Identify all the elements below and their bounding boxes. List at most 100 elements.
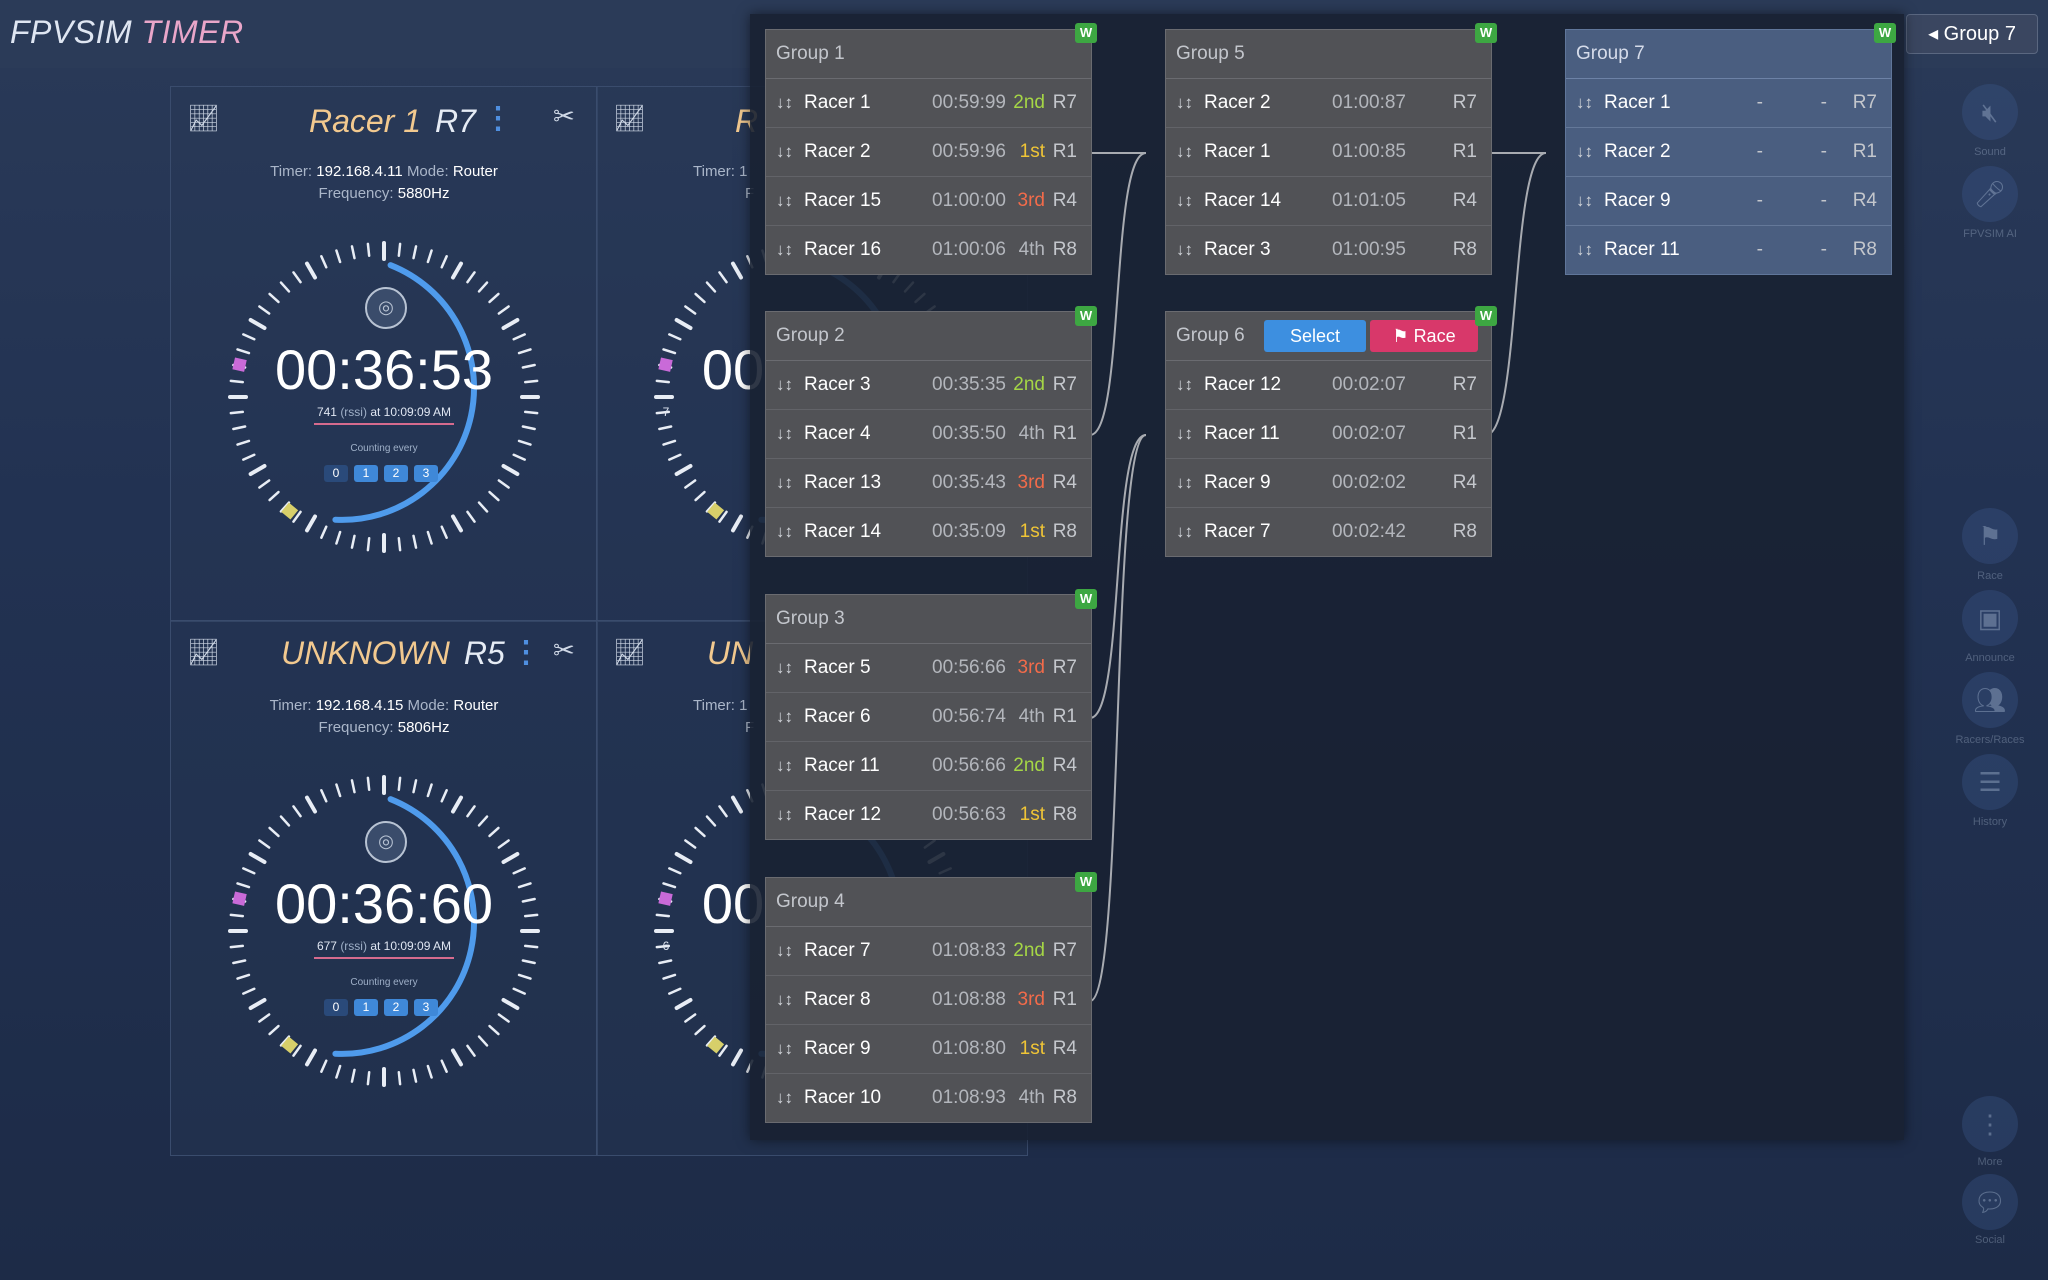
sort-icon[interactable]: ↓↕ bbox=[776, 522, 793, 541]
sort-icon[interactable]: ↓↕ bbox=[776, 191, 793, 210]
group-6[interactable]: Group 6 Select ⚑ Race ↓↕ Racer 12 00:02:07… bbox=[1165, 311, 1492, 557]
speaker-icon[interactable]: ▣ bbox=[1962, 590, 2018, 646]
table-row[interactable]: ↓↕ Racer 13 00:35:43 3rd R4 bbox=[766, 459, 1091, 508]
table-row[interactable]: ↓↕ Racer 8 01:08:88 3rd R1 bbox=[766, 976, 1091, 1025]
chip-0[interactable]: 0 bbox=[324, 999, 348, 1016]
table-row[interactable]: ↓↕ Racer 14 01:01:05 R4 bbox=[1166, 177, 1491, 226]
tools-icon[interactable]: ✂ bbox=[553, 635, 575, 665]
record-icon[interactable]: ◎ bbox=[365, 287, 407, 329]
table-row[interactable]: ↓↕ Racer 2 01:00:87 R7 bbox=[1166, 79, 1491, 128]
group-5[interactable]: Group 5 ↓↕ Racer 2 01:00:87 R7 ↓↕ Racer 1 01:… bbox=[1165, 29, 1492, 275]
sort-icon[interactable]: ↓↕ bbox=[776, 240, 793, 259]
group-header[interactable]: Group 5 bbox=[1166, 30, 1491, 79]
microphone-icon[interactable]: 🎤︎ bbox=[1962, 166, 2018, 222]
group-header[interactable]: Group 6 Select ⚑ Race bbox=[1166, 312, 1491, 361]
group-header[interactable]: Group 4 bbox=[766, 878, 1091, 927]
sort-icon[interactable]: ↓↕ bbox=[776, 142, 793, 161]
chip-2[interactable]: 2 bbox=[384, 999, 408, 1016]
flag-icon[interactable]: ⚑ bbox=[1962, 508, 2018, 564]
table-row[interactable]: ↓↕ Racer 9 00:02:02 R4 bbox=[1166, 459, 1491, 508]
sort-icon[interactable]: ↓↕ bbox=[1176, 240, 1193, 259]
group-4[interactable]: Group 4 ↓↕ Racer 7 01:08:83 2nd R7 ↓↕ Racer 8… bbox=[765, 877, 1092, 1123]
sort-icon[interactable]: ↓↕ bbox=[776, 941, 793, 960]
group-header[interactable]: Group 3 bbox=[766, 595, 1091, 644]
sort-icon[interactable]: ↓↕ bbox=[1176, 142, 1193, 161]
more-options-icon[interactable]: ⋮ bbox=[511, 636, 541, 669]
table-row[interactable]: ↓↕ Racer 10 01:08:93 4th R8 bbox=[766, 1074, 1091, 1122]
table-row[interactable]: ↓↕ Racer 1 00:59:99 2nd R7 bbox=[766, 79, 1091, 128]
table-row[interactable]: ↓↕ Racer 9 01:08:80 1st R4 bbox=[766, 1025, 1091, 1074]
sort-icon[interactable]: ↓↕ bbox=[1176, 375, 1193, 394]
chip-1[interactable]: 1 bbox=[354, 465, 378, 482]
chart-icon[interactable]: 📈︎ bbox=[613, 637, 647, 667]
more-options-icon[interactable]: ⋮ bbox=[483, 102, 513, 135]
chip-3[interactable]: 3 bbox=[414, 465, 438, 482]
table-row[interactable]: ↓↕ Racer 16 01:00:06 4th R8 bbox=[766, 226, 1091, 274]
sort-icon[interactable]: ↓↕ bbox=[1576, 240, 1593, 259]
table-row[interactable]: ↓↕ Racer 12 00:56:63 1st R8 bbox=[766, 791, 1091, 839]
chart-icon[interactable]: 📈︎ bbox=[613, 103, 647, 133]
race-button[interactable]: ⚑ Race bbox=[1370, 320, 1478, 352]
more-icon[interactable]: ⋮ bbox=[1962, 1096, 2018, 1152]
users-icon[interactable]: 👥︎ bbox=[1962, 672, 2018, 728]
group-header[interactable]: Group 7 bbox=[1566, 30, 1891, 79]
table-row[interactable]: ↓↕ Racer 14 00:35:09 1st R8 bbox=[766, 508, 1091, 556]
sort-icon[interactable]: ↓↕ bbox=[776, 473, 793, 492]
chart-icon[interactable]: 📈︎ bbox=[187, 103, 221, 133]
sort-icon[interactable]: ↓↕ bbox=[776, 990, 793, 1009]
table-row[interactable]: ↓↕ Racer 7 00:02:42 R8 bbox=[1166, 508, 1491, 556]
chip-2[interactable]: 2 bbox=[384, 465, 408, 482]
table-row[interactable]: ↓↕ Racer 12 00:02:07 R7 bbox=[1166, 361, 1491, 410]
sort-icon[interactable]: ↓↕ bbox=[776, 375, 793, 394]
table-row[interactable]: ↓↕ Racer 4 00:35:50 4th R1 bbox=[766, 410, 1091, 459]
sort-icon[interactable]: ↓↕ bbox=[776, 707, 793, 726]
sort-icon[interactable]: ↓↕ bbox=[776, 424, 793, 443]
table-row[interactable]: ↓↕ Racer 2 - - R1 bbox=[1566, 128, 1891, 177]
chart-icon[interactable]: 📈︎ bbox=[187, 637, 221, 667]
sort-icon[interactable]: ↓↕ bbox=[1176, 473, 1193, 492]
group-3[interactable]: Group 3 ↓↕ Racer 5 00:56:66 3rd R7 ↓↕ Racer 6… bbox=[765, 594, 1092, 840]
table-row[interactable]: ↓↕ Racer 3 01:00:95 R8 bbox=[1166, 226, 1491, 274]
sort-icon[interactable]: ↓↕ bbox=[776, 658, 793, 677]
table-row[interactable]: ↓↕ Racer 3 00:35:35 2nd R7 bbox=[766, 361, 1091, 410]
group-header[interactable]: Group 1 bbox=[766, 30, 1091, 79]
sort-icon[interactable]: ↓↕ bbox=[1576, 93, 1593, 112]
table-row[interactable]: ↓↕ Racer 11 00:56:66 2nd R4 bbox=[766, 742, 1091, 791]
sort-icon[interactable]: ↓↕ bbox=[1176, 522, 1193, 541]
sound-icon[interactable]: 🔇︎ bbox=[1962, 84, 2018, 140]
table-row[interactable]: ↓↕ Racer 7 01:08:83 2nd R7 bbox=[766, 927, 1091, 976]
group7-back-button[interactable]: ◂ Group 7 bbox=[1906, 14, 2038, 54]
table-row[interactable]: ↓↕ Racer 1 01:00:85 R1 bbox=[1166, 128, 1491, 177]
sort-icon[interactable]: ↓↕ bbox=[776, 1039, 793, 1058]
sort-icon[interactable]: ↓↕ bbox=[776, 93, 793, 112]
table-row[interactable]: ↓↕ Racer 1 - - R7 bbox=[1566, 79, 1891, 128]
table-row[interactable]: ↓↕ Racer 5 00:56:66 3rd R7 bbox=[766, 644, 1091, 693]
group-header[interactable]: Group 2 bbox=[766, 312, 1091, 361]
sort-icon[interactable]: ↓↕ bbox=[1576, 191, 1593, 210]
chip-3[interactable]: 3 bbox=[414, 999, 438, 1016]
table-row[interactable]: ↓↕ Racer 2 00:59:96 1st R1 bbox=[766, 128, 1091, 177]
table-row[interactable]: ↓↕ Racer 9 - - R4 bbox=[1566, 177, 1891, 226]
group-2[interactable]: Group 2 ↓↕ Racer 3 00:35:35 2nd R7 ↓↕ Racer 4… bbox=[765, 311, 1092, 557]
table-row[interactable]: ↓↕ Racer 11 - - R8 bbox=[1566, 226, 1891, 274]
dial-tick bbox=[497, 839, 510, 849]
tools-icon[interactable]: ✂ bbox=[553, 101, 575, 131]
group-7[interactable]: Group 7 ↓↕ Racer 1 - - R7 ↓↕ Racer 2 - - R1 ↓↕ Ra… bbox=[1565, 29, 1892, 275]
chip-1[interactable]: 1 bbox=[354, 999, 378, 1016]
table-row[interactable]: ↓↕ Racer 6 00:56:74 4th R1 bbox=[766, 693, 1091, 742]
table-row[interactable]: ↓↕ Racer 11 00:02:07 R1 bbox=[1166, 410, 1491, 459]
sort-icon[interactable]: ↓↕ bbox=[1576, 142, 1593, 161]
group-1[interactable]: Group 1 ↓↕ Racer 1 00:59:99 2nd R7 ↓↕ Racer 2… bbox=[765, 29, 1092, 275]
sort-icon[interactable]: ↓↕ bbox=[776, 805, 793, 824]
sort-icon[interactable]: ↓↕ bbox=[776, 1088, 793, 1107]
select-button[interactable]: Select bbox=[1264, 320, 1366, 352]
record-icon[interactable]: ◎ bbox=[365, 821, 407, 863]
social-icon[interactable]: 💬︎ bbox=[1962, 1174, 2018, 1230]
table-row[interactable]: ↓↕ Racer 15 01:00:00 3rd R4 bbox=[766, 177, 1091, 226]
list-icon[interactable]: ☰ bbox=[1962, 754, 2018, 810]
sort-icon[interactable]: ↓↕ bbox=[1176, 93, 1193, 112]
sort-icon[interactable]: ↓↕ bbox=[776, 756, 793, 775]
sort-icon[interactable]: ↓↕ bbox=[1176, 191, 1193, 210]
sort-icon[interactable]: ↓↕ bbox=[1176, 424, 1193, 443]
chip-0[interactable]: 0 bbox=[324, 465, 348, 482]
